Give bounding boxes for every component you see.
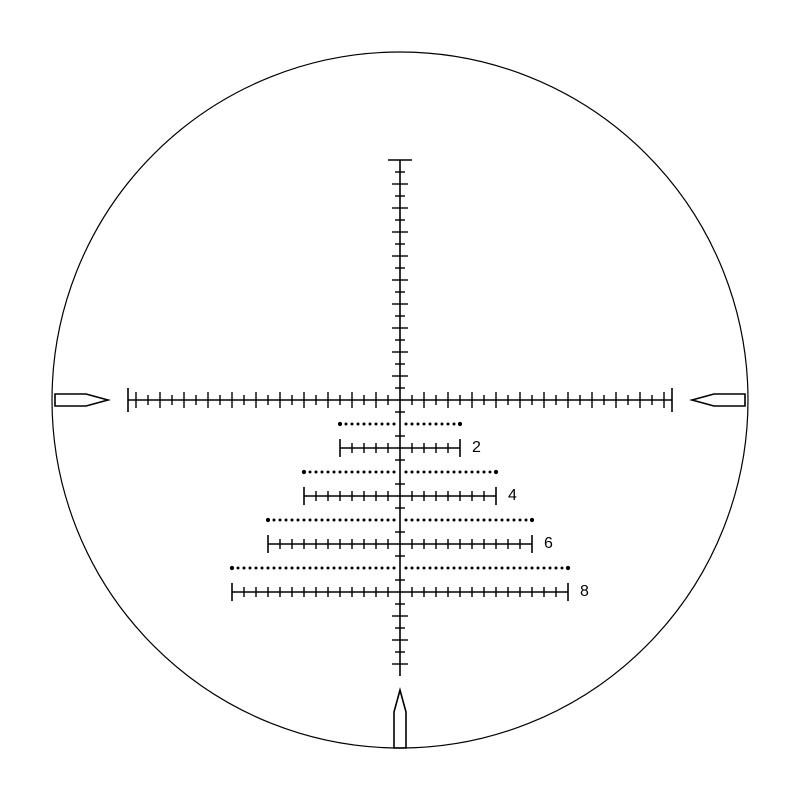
holdover-label: 6 [544,535,553,552]
right-post [692,394,745,406]
holdover-tree: 2 4 6 8 [230,422,589,601]
reticle-diagram: 2 4 6 8 [0,0,800,800]
left-post [55,394,108,406]
holdover-label: 2 [472,439,481,456]
holdover-tick-row: 6 [268,535,553,553]
vertical-stadia [388,160,412,676]
holdover-tick-row: 2 [340,439,481,457]
holdover-tick-row: 4 [304,487,517,505]
holdover-tick-row: 8 [232,583,589,601]
bottom-post [394,690,406,748]
holdover-label: 8 [580,583,589,600]
holdover-label: 4 [508,487,517,504]
